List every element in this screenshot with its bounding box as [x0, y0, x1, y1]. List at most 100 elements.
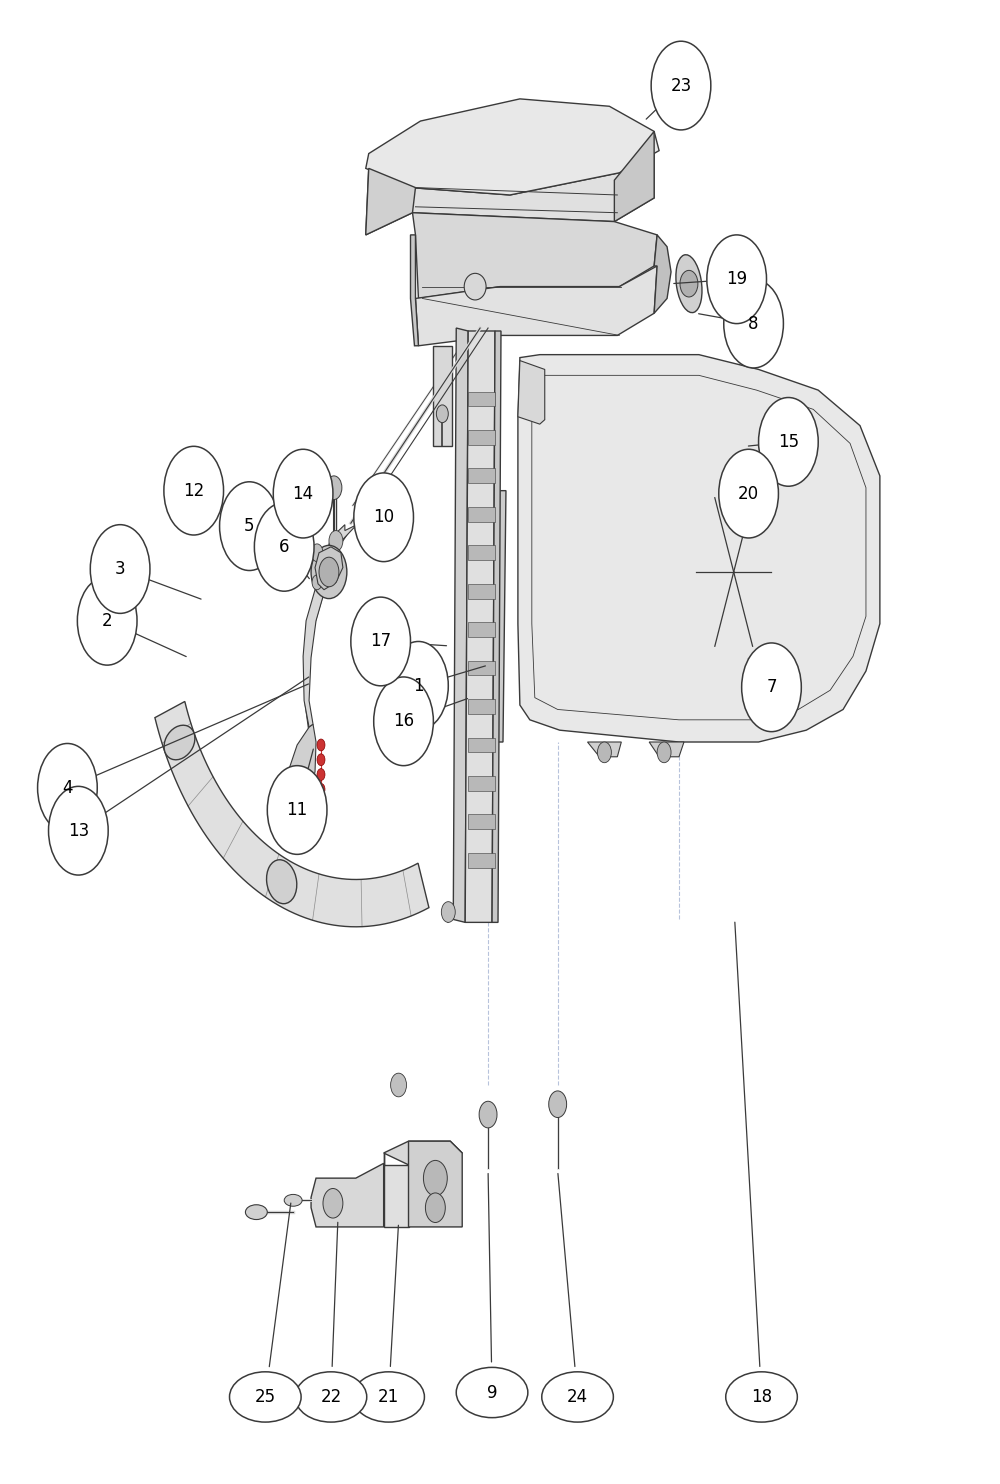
Text: 25: 25 [255, 1388, 276, 1405]
Text: 22: 22 [320, 1388, 342, 1405]
Circle shape [549, 1091, 567, 1117]
Circle shape [90, 525, 150, 613]
Polygon shape [384, 1141, 462, 1165]
Polygon shape [588, 742, 621, 757]
Polygon shape [468, 815, 495, 830]
Circle shape [742, 643, 801, 732]
Circle shape [391, 1073, 407, 1097]
Circle shape [319, 556, 339, 586]
Polygon shape [468, 508, 495, 522]
Polygon shape [366, 168, 415, 234]
Text: 15: 15 [778, 433, 799, 451]
Polygon shape [315, 546, 343, 589]
Ellipse shape [353, 1371, 424, 1422]
Polygon shape [411, 234, 418, 346]
Polygon shape [433, 346, 452, 447]
Text: 19: 19 [726, 270, 747, 288]
Polygon shape [492, 331, 501, 923]
Circle shape [436, 405, 448, 423]
Polygon shape [654, 234, 671, 313]
Circle shape [273, 450, 333, 539]
Polygon shape [409, 1141, 462, 1227]
Text: 18: 18 [751, 1388, 772, 1405]
Polygon shape [155, 702, 429, 928]
Circle shape [77, 576, 137, 665]
Polygon shape [384, 1153, 409, 1227]
Circle shape [312, 574, 322, 589]
Ellipse shape [676, 255, 702, 313]
Polygon shape [468, 392, 495, 407]
Ellipse shape [245, 1205, 267, 1220]
Polygon shape [415, 266, 657, 346]
Text: 23: 23 [670, 77, 692, 95]
Text: 9: 9 [487, 1383, 497, 1401]
Polygon shape [366, 132, 654, 234]
Polygon shape [465, 331, 495, 923]
Polygon shape [468, 583, 495, 598]
Polygon shape [457, 491, 506, 742]
Polygon shape [614, 132, 654, 221]
Text: 21: 21 [378, 1388, 399, 1405]
Text: 14: 14 [293, 485, 314, 503]
Text: 10: 10 [373, 509, 394, 527]
Text: 3: 3 [115, 559, 125, 579]
Circle shape [759, 398, 818, 487]
Polygon shape [468, 699, 495, 714]
Text: 24: 24 [567, 1388, 588, 1405]
Ellipse shape [230, 1371, 301, 1422]
Circle shape [351, 597, 411, 686]
Text: 13: 13 [68, 822, 89, 840]
Polygon shape [518, 355, 880, 742]
Circle shape [354, 473, 413, 561]
Circle shape [323, 1189, 343, 1218]
Circle shape [680, 270, 698, 297]
Polygon shape [366, 99, 659, 194]
Text: 16: 16 [393, 712, 414, 730]
Circle shape [441, 902, 455, 923]
Circle shape [254, 503, 314, 591]
Ellipse shape [267, 859, 297, 904]
Ellipse shape [464, 273, 486, 300]
Circle shape [317, 739, 325, 751]
Circle shape [329, 531, 343, 551]
Polygon shape [468, 469, 495, 484]
Text: 11: 11 [287, 801, 308, 819]
Polygon shape [285, 724, 316, 831]
Circle shape [326, 476, 342, 500]
Circle shape [651, 42, 711, 131]
Circle shape [724, 279, 783, 368]
Text: 8: 8 [748, 315, 759, 332]
Polygon shape [311, 1163, 384, 1227]
Circle shape [479, 1101, 497, 1128]
Polygon shape [468, 776, 495, 791]
Polygon shape [468, 853, 495, 868]
Circle shape [311, 545, 323, 561]
Polygon shape [303, 525, 357, 727]
Ellipse shape [456, 1367, 528, 1417]
Text: 5: 5 [244, 516, 255, 536]
Ellipse shape [295, 1371, 367, 1422]
Ellipse shape [284, 1195, 302, 1206]
Circle shape [317, 798, 325, 810]
Circle shape [311, 545, 347, 598]
Circle shape [220, 482, 279, 570]
Ellipse shape [726, 1371, 797, 1422]
Polygon shape [518, 361, 545, 424]
Circle shape [423, 1160, 447, 1196]
Polygon shape [453, 328, 468, 923]
Circle shape [597, 742, 611, 763]
Circle shape [707, 234, 767, 324]
Polygon shape [468, 545, 495, 559]
Text: 2: 2 [102, 611, 113, 629]
Circle shape [267, 766, 327, 855]
Circle shape [49, 787, 108, 876]
Text: 6: 6 [279, 537, 289, 556]
Polygon shape [468, 622, 495, 637]
Polygon shape [468, 738, 495, 752]
Circle shape [389, 641, 448, 730]
Polygon shape [468, 430, 495, 445]
Circle shape [374, 677, 433, 766]
Polygon shape [412, 212, 657, 298]
Circle shape [38, 743, 97, 833]
Text: 1: 1 [413, 677, 424, 695]
